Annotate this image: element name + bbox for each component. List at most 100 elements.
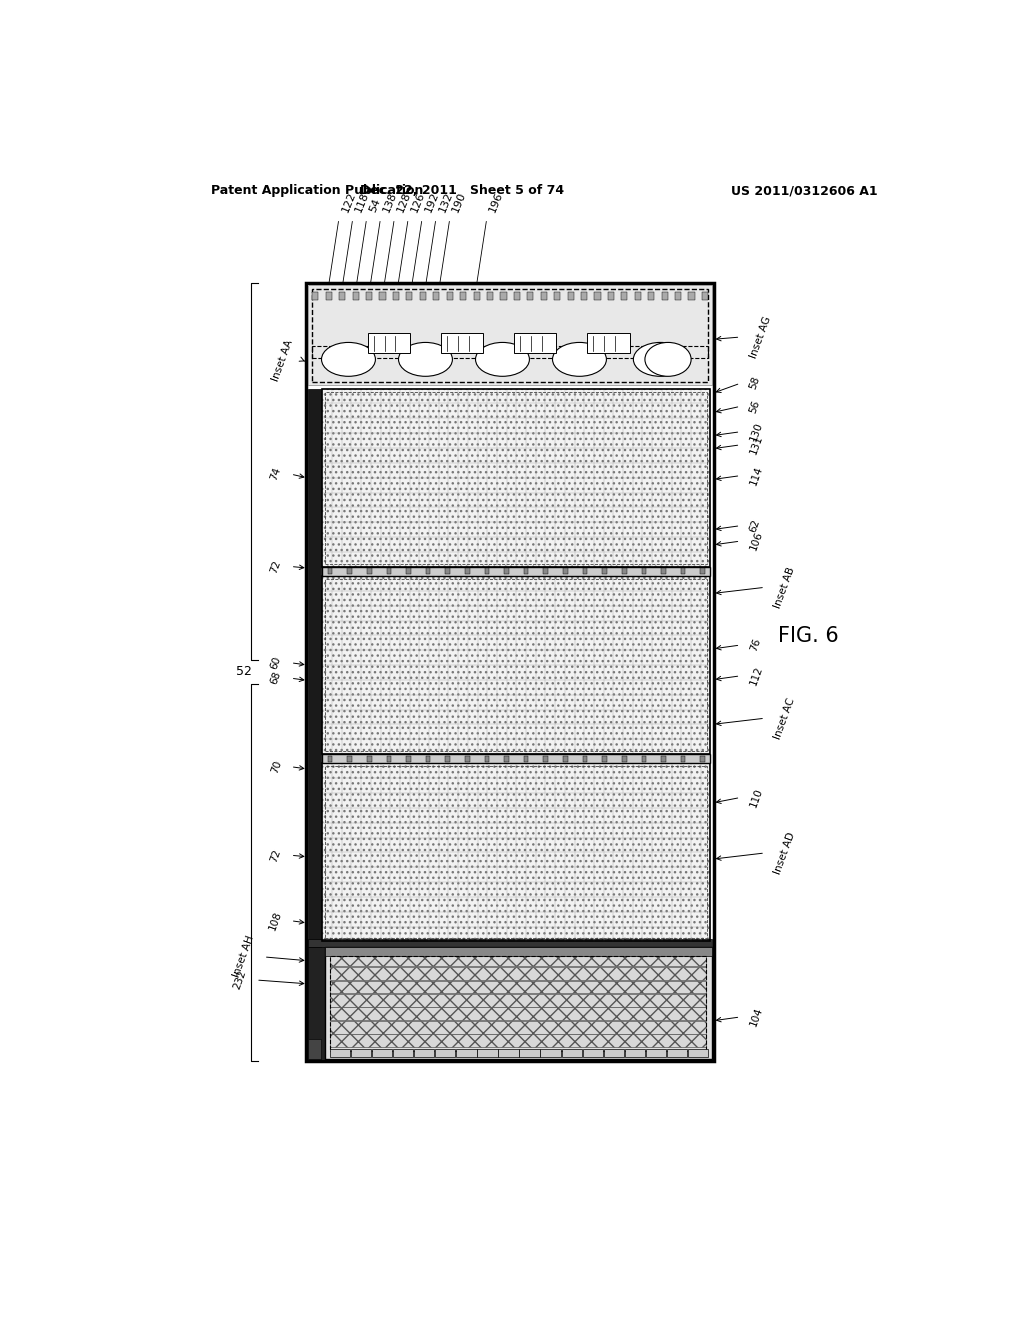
Text: Patent Application Publication: Patent Application Publication <box>211 185 424 197</box>
Bar <box>407 569 411 574</box>
Bar <box>603 1049 624 1057</box>
Bar <box>446 293 453 300</box>
Bar <box>544 755 548 762</box>
Bar <box>641 755 646 762</box>
Ellipse shape <box>322 342 376 376</box>
Bar <box>407 755 411 762</box>
Bar <box>487 293 494 300</box>
Bar <box>648 293 654 300</box>
Text: 108: 108 <box>267 909 283 932</box>
Text: 54: 54 <box>368 197 382 214</box>
Bar <box>662 755 666 762</box>
Bar <box>306 284 714 1061</box>
Bar <box>484 755 489 762</box>
Bar <box>386 755 391 762</box>
Text: 118: 118 <box>354 190 371 214</box>
Text: 232: 232 <box>232 969 249 991</box>
Bar <box>524 569 528 574</box>
Bar <box>328 755 333 762</box>
Bar <box>323 576 711 754</box>
Bar <box>581 293 587 300</box>
Bar <box>465 569 470 574</box>
Bar <box>701 293 708 300</box>
Text: 131: 131 <box>749 434 764 455</box>
Bar <box>527 293 534 300</box>
Bar <box>380 293 386 300</box>
Text: 56: 56 <box>749 399 762 414</box>
Bar <box>330 1007 706 1020</box>
Bar <box>608 293 614 300</box>
Bar <box>420 293 426 300</box>
Bar <box>323 576 711 754</box>
Bar <box>352 293 358 300</box>
Bar <box>323 388 711 566</box>
Bar <box>323 763 711 941</box>
Bar <box>308 946 326 1059</box>
Bar <box>681 755 685 762</box>
Bar <box>328 569 333 574</box>
Bar <box>441 333 483 354</box>
Text: Inset AG: Inset AG <box>749 314 772 359</box>
Bar <box>426 569 430 574</box>
Bar <box>308 940 712 946</box>
Bar <box>583 569 588 574</box>
Bar <box>312 293 318 300</box>
Bar <box>347 569 352 574</box>
Bar <box>323 763 711 941</box>
Bar <box>326 946 712 956</box>
Bar <box>308 285 712 385</box>
Bar <box>635 293 641 300</box>
Bar <box>504 569 509 574</box>
Bar <box>554 293 560 300</box>
Bar <box>433 293 439 300</box>
Text: 132: 132 <box>437 190 455 214</box>
Text: 72: 72 <box>269 558 283 574</box>
Text: 114: 114 <box>749 465 764 487</box>
Ellipse shape <box>475 342 529 376</box>
Bar <box>622 569 627 574</box>
Bar <box>544 569 548 574</box>
Bar <box>504 755 509 762</box>
Bar <box>563 755 567 762</box>
Bar <box>347 755 352 762</box>
Bar <box>457 1049 476 1057</box>
Ellipse shape <box>398 342 453 376</box>
Bar <box>641 569 646 574</box>
Text: 196: 196 <box>487 190 505 214</box>
Text: 126: 126 <box>410 190 426 214</box>
Text: 76: 76 <box>749 638 762 653</box>
Bar <box>308 285 712 385</box>
Bar <box>312 346 708 358</box>
Bar <box>312 289 708 383</box>
Bar <box>499 1049 518 1057</box>
Bar <box>445 569 450 574</box>
Bar <box>367 569 372 574</box>
Bar <box>308 389 321 1059</box>
Bar <box>393 293 399 300</box>
Text: 74: 74 <box>269 466 283 482</box>
Bar <box>351 1049 372 1057</box>
Bar <box>625 1049 645 1057</box>
Text: 72: 72 <box>269 847 283 863</box>
Bar <box>367 755 372 762</box>
Bar <box>700 569 705 574</box>
Bar <box>662 293 668 300</box>
Text: 68: 68 <box>269 671 283 686</box>
Bar <box>563 569 567 574</box>
Bar <box>323 763 711 941</box>
Bar <box>330 981 706 994</box>
Bar <box>602 569 607 574</box>
Text: 106: 106 <box>749 531 764 552</box>
Bar <box>330 1049 350 1057</box>
Bar <box>602 755 607 762</box>
Bar <box>366 293 372 300</box>
Bar <box>514 333 556 354</box>
Bar <box>477 1049 498 1057</box>
Bar <box>473 293 479 300</box>
Bar <box>426 755 430 762</box>
Text: Inset AA: Inset AA <box>270 338 295 383</box>
Text: FIG. 6: FIG. 6 <box>778 626 839 645</box>
Bar <box>323 754 711 763</box>
Bar <box>484 569 489 574</box>
Bar <box>700 755 705 762</box>
